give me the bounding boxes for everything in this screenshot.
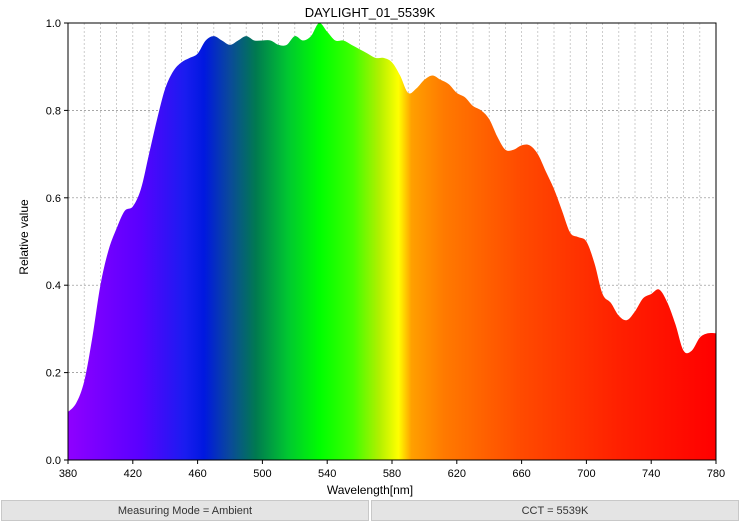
x-tick-label: 780: [707, 468, 725, 480]
status-bar: Measuring Mode = Ambient CCT = 5539K: [0, 500, 740, 521]
y-tick-label: 0.8: [46, 105, 61, 117]
x-tick-label: 460: [188, 468, 206, 480]
y-axis: 0.0 0.2 0.4 0.6 0.8 1.0: [46, 18, 68, 467]
spectrum-chart: 380 420 460 500 540 580 620 660 700 740 780 0.0 0.2…: [17, 5, 725, 497]
y-tick-label: 0.0: [46, 455, 61, 467]
x-tick-label: 380: [59, 468, 77, 480]
x-tick-label: 660: [512, 468, 530, 480]
y-tick-label: 0.6: [46, 193, 61, 205]
x-tick-label: 580: [383, 468, 401, 480]
x-tick-label: 500: [253, 468, 271, 480]
x-tick-label: 620: [448, 468, 466, 480]
x-axis-label: Wavelength[nm]: [327, 483, 413, 497]
measuring-mode-status: Measuring Mode = Ambient: [1, 500, 369, 521]
x-tick-label: 700: [577, 468, 595, 480]
x-axis: 380 420 460 500 540 580 620 660 700 740 780: [59, 460, 725, 480]
x-tick-label: 540: [318, 468, 336, 480]
chart-title: DAYLIGHT_01_5539K: [305, 5, 436, 20]
y-axis-label: Relative value: [17, 199, 31, 275]
x-tick-label: 740: [642, 468, 660, 480]
cct-status: CCT = 5539K: [371, 500, 739, 521]
y-tick-label: 0.4: [46, 280, 61, 292]
y-tick-label: 1.0: [46, 18, 61, 30]
y-tick-label: 0.2: [46, 368, 61, 380]
spectrum-area: [68, 22, 716, 460]
x-tick-label: 420: [124, 468, 142, 480]
